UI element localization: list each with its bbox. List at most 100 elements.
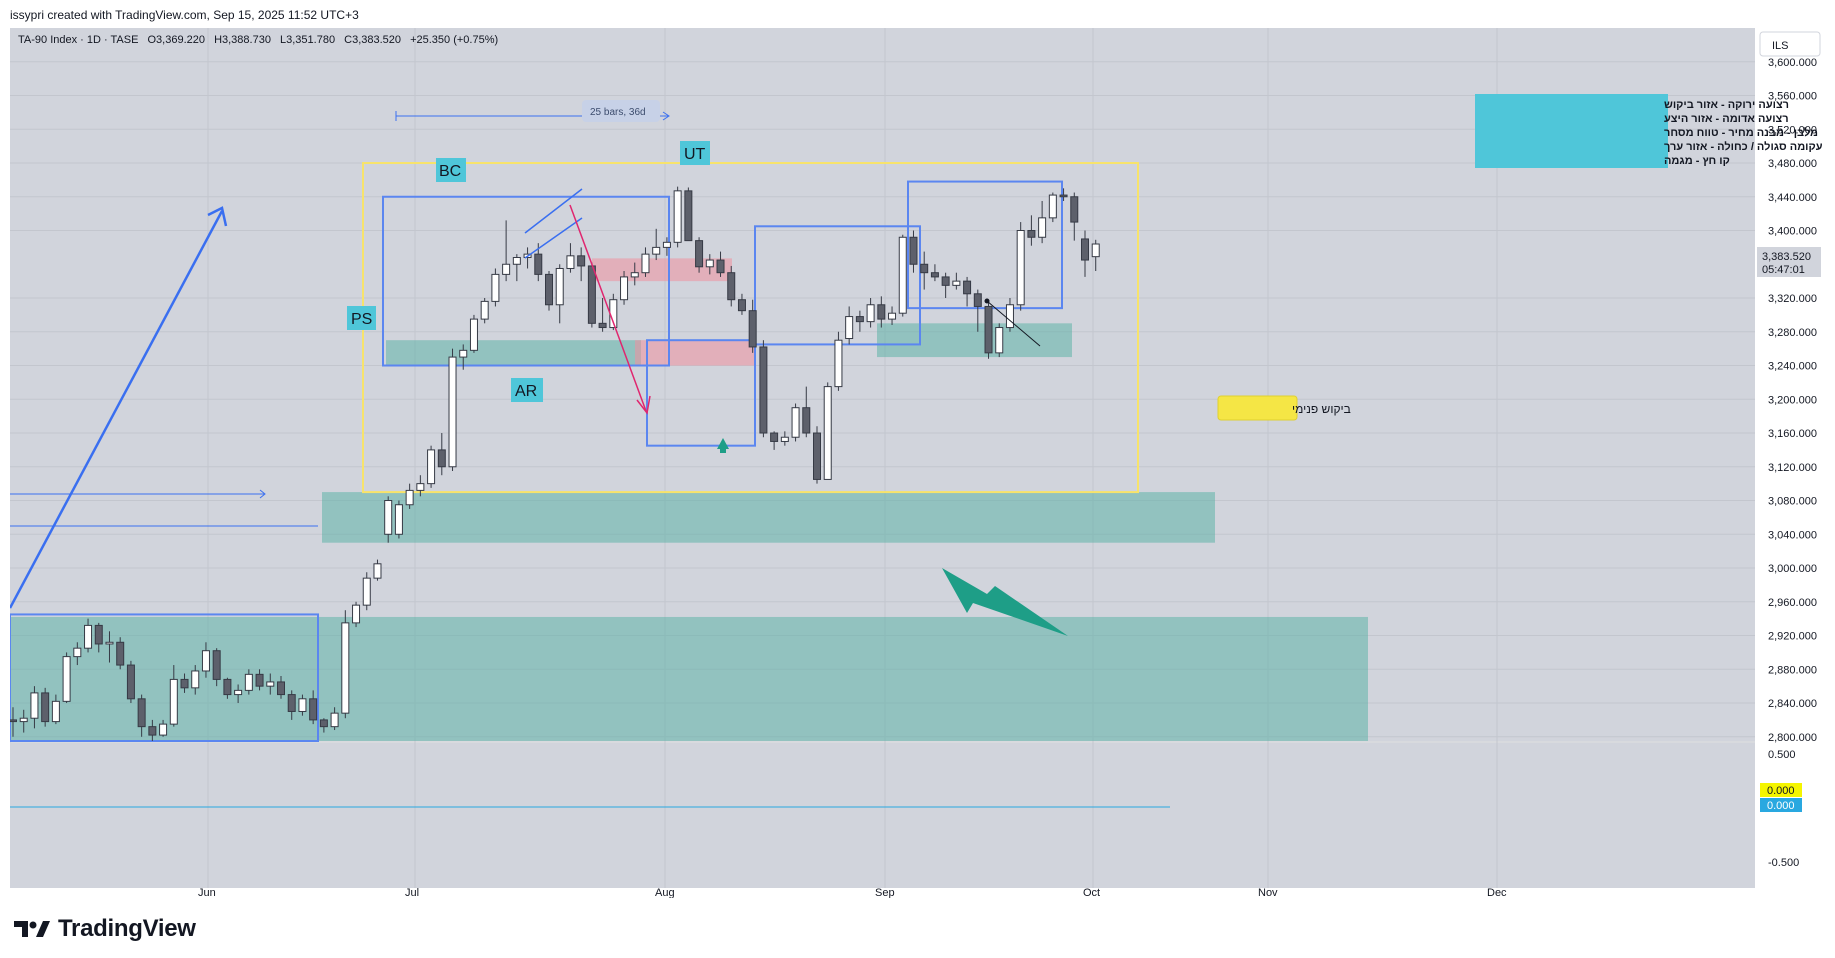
legend-line-5: קו חץ - מגמה	[1664, 155, 1730, 167]
candle-up	[952, 280, 961, 286]
candle-down	[10, 719, 17, 723]
candle-up	[673, 190, 682, 243]
candle-up	[512, 257, 521, 265]
price-tick-label: 3,160.000	[1768, 428, 1817, 440]
candle-up	[866, 304, 875, 323]
support-up-arrow	[717, 438, 729, 453]
range-measure: 25 bars, 36d	[590, 107, 646, 118]
candle-down	[759, 346, 768, 434]
candle-down	[319, 719, 328, 728]
ar-label: AR	[515, 383, 537, 400]
candle-up	[845, 316, 854, 340]
candle-up	[394, 504, 403, 535]
currency-label: ILS	[1772, 40, 1789, 52]
callout-anchor-dot	[984, 298, 990, 304]
price-axis-ticks: 3,600.000 3,560.000 3,520.000 3,480.000 3,44…	[1768, 57, 1817, 744]
ps-label: PS	[351, 311, 372, 328]
candle-up	[448, 356, 457, 468]
candle-up	[352, 604, 361, 624]
time-axis-bg	[10, 888, 1825, 898]
trend-arrow-head	[207, 206, 228, 227]
candle-down	[577, 255, 586, 267]
legend-close: C3,383.520	[344, 34, 401, 46]
candle-up	[51, 700, 60, 723]
price-tick-label: 3,080.000	[1768, 496, 1817, 508]
candle-down	[695, 240, 704, 268]
legend-symbol: TA-90 Index · 1D · TASE	[18, 34, 138, 46]
indicator-blue-tag	[1760, 798, 1802, 812]
ar-label-bg	[511, 378, 543, 402]
price-tick-label: 3,120.000	[1768, 462, 1817, 474]
price-tick-label: 2,960.000	[1768, 597, 1817, 609]
candle-up	[823, 386, 832, 480]
candle-up	[373, 563, 382, 579]
indicator-blue-value: 0.000	[1767, 800, 1795, 812]
candle-down	[963, 280, 972, 295]
legend-line-4: עקומה סגולה / כחולה - אזור ערך	[1664, 140, 1823, 153]
currency-badge[interactable]	[1759, 31, 1821, 57]
candle-up	[384, 500, 393, 535]
candle-down	[126, 664, 135, 700]
candle-up	[244, 673, 253, 691]
callout-leader	[986, 300, 1041, 347]
big-green-arrow	[942, 568, 1068, 636]
last-price-label: 3,383.520	[1762, 251, 1811, 263]
candle-up	[641, 253, 650, 274]
candle-up	[1048, 194, 1057, 219]
countdown-label: 05:47:01	[1762, 264, 1805, 276]
candle-down	[277, 681, 285, 696]
price-tick-label: 3,560.000	[1768, 91, 1817, 103]
candle-down	[802, 407, 811, 434]
price-tick-label: 2,840.000	[1768, 698, 1817, 710]
candle-down	[920, 263, 929, 274]
time-tick-label: Sep	[875, 887, 895, 898]
time-axis[interactable]: Jun Jul Aug Sep Oct Nov Dec	[198, 887, 1507, 898]
candle-down	[587, 265, 596, 324]
channel-top	[524, 188, 583, 234]
indicator-pane[interactable]	[10, 743, 1755, 888]
candle-down	[973, 293, 982, 307]
price-tick-label: 3,480.000	[1768, 158, 1817, 170]
time-tick-label: Aug	[655, 887, 675, 898]
candle-up	[416, 483, 425, 491]
time-tick-label: Nov	[1258, 887, 1278, 898]
supply-zone-lower	[635, 340, 755, 366]
candle-down	[877, 304, 886, 320]
candle-down	[223, 678, 232, 696]
candle-up	[662, 241, 671, 248]
candle-down	[716, 259, 725, 274]
candle-down	[770, 432, 779, 442]
candle-down	[748, 310, 757, 348]
candle-up	[201, 650, 210, 672]
candle-up	[341, 622, 350, 714]
downtrend-arrow-head	[636, 395, 651, 415]
candle-up	[502, 263, 511, 275]
price-tick-label: 2,920.000	[1768, 631, 1817, 643]
candle-down	[116, 641, 125, 666]
candle-up	[1091, 243, 1100, 258]
candle-up	[652, 246, 661, 255]
indicator-tick-top: 0.500	[1768, 749, 1796, 761]
legend-line-2: רצועה אדומה - אזור היצע	[1664, 113, 1789, 125]
time-tick-label: Oct	[1083, 887, 1100, 898]
candle-up	[169, 678, 178, 725]
legend-line-3: מלבן - מבנה מחיר - טווח מסחר	[1664, 126, 1818, 139]
candle-up	[73, 647, 82, 658]
price-tick-label: 3,440.000	[1768, 192, 1817, 204]
candle-down	[41, 692, 50, 723]
price-tick-label: 3,040.000	[1768, 529, 1817, 541]
candle-down	[813, 432, 821, 480]
candle-up	[1016, 230, 1025, 306]
legend-change: +25.350 (+0.75%)	[410, 34, 498, 46]
candle-up	[191, 670, 200, 689]
candle-up	[330, 712, 339, 728]
tradingview-brand[interactable]: TradingView	[12, 915, 196, 943]
price-tick-label: 3,520.000	[1768, 124, 1817, 136]
candle-up	[298, 698, 307, 712]
price-axis[interactable]	[1755, 28, 1825, 888]
candle-up	[705, 259, 714, 268]
candle-up	[30, 692, 39, 719]
chart-canvas[interactable]: 3,600.000 3,560.000 3,520.000 3,480.000 3,44…	[10, 28, 1825, 898]
trend-arrow-line	[10, 210, 224, 609]
demand-zone-base	[10, 616, 1368, 741]
